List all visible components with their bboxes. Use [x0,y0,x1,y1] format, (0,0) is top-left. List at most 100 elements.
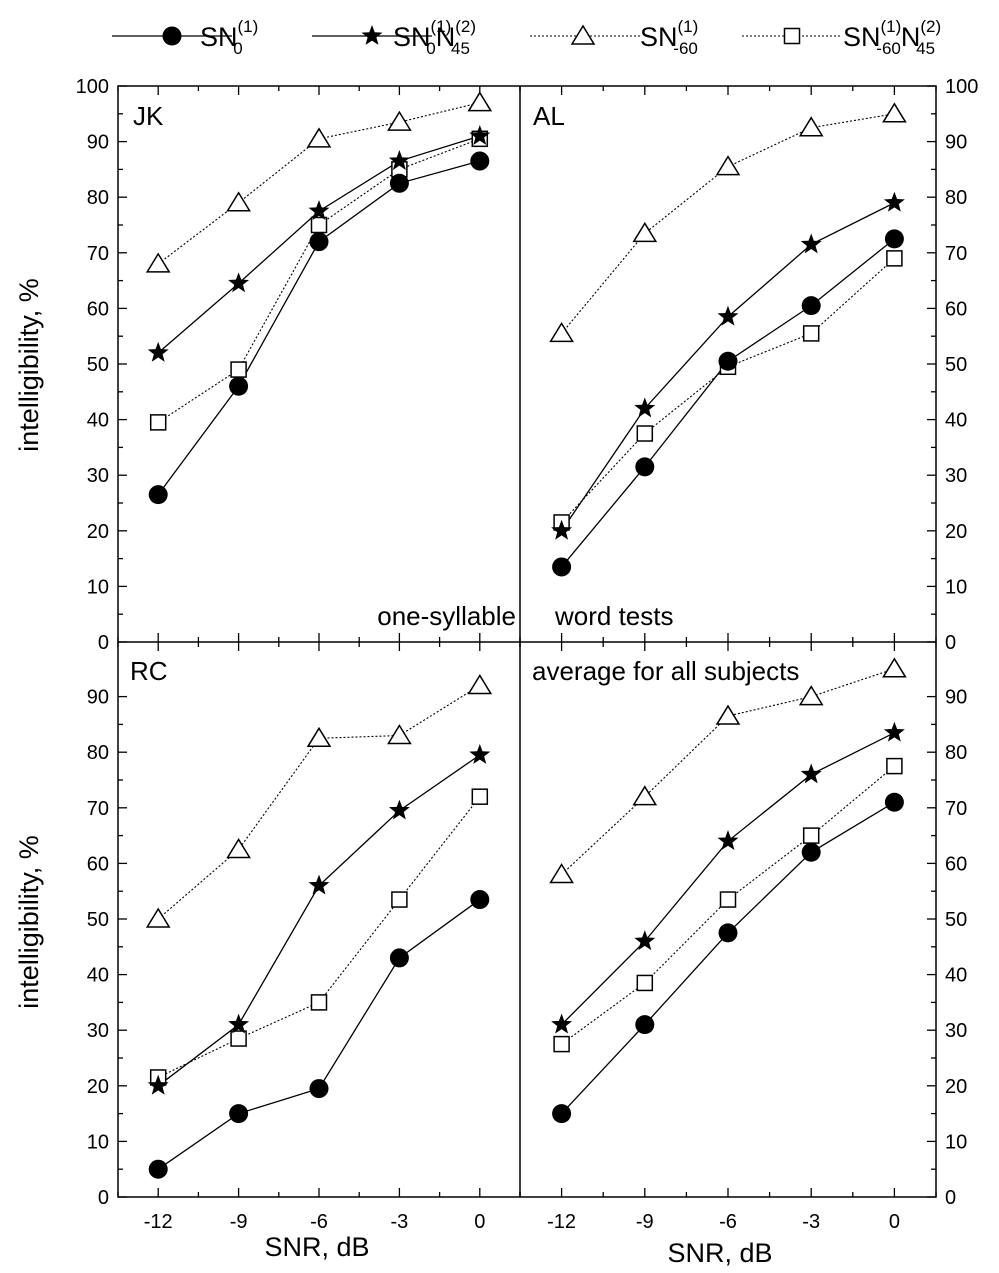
y-tick-label-right: 30 [945,465,967,487]
y-tick-label-right: 10 [945,1131,967,1153]
y-tick-label-left: 30 [87,465,109,487]
data-point-s4 [719,891,737,908]
panel-label-rc: RC [130,656,168,686]
data-point-s2 [883,721,905,742]
panel-rc [145,674,493,1179]
y-tick-label-left: 20 [87,1076,109,1098]
series-line-s1 [561,238,895,568]
data-point-s2 [551,1013,573,1034]
legend-label-part: SN [200,22,238,52]
legend-label-part: SN [393,22,431,52]
data-point-s2 [308,874,330,895]
data-point-s4 [636,974,654,992]
legend-label: SN(1) 0 [200,17,258,58]
y-tick-label-right: 80 [945,742,967,764]
legend-label-part: (1) [431,17,452,36]
data-point-s1 [884,792,904,812]
legend-marker [162,26,182,46]
labels-layer: JK AL RC average for all subjects one-sy… [14,101,799,1268]
series-line-s4 [157,796,481,1078]
data-point-s4 [636,425,654,442]
y-tick-label-right: 90 [945,132,967,154]
data-point-s3 [632,221,658,243]
axes: 0 0 10 10 20 20 30 30 40 40 50 50 60 60 70 70 80 80 90 90 10… [76,76,979,1233]
data-point-s2 [388,150,410,170]
y-tick-label-right: 70 [945,798,967,820]
panel-al [549,102,907,577]
data-point-s4 [391,891,408,908]
y-tick-label-left: 90 [87,132,109,154]
data-point-s3 [798,685,824,706]
y-axis-title-bottom: intelligibility, % [14,835,44,1009]
y-tick-label-left: 40 [87,965,109,987]
y-tick-label-right: 50 [945,354,967,376]
legend-marker [783,27,801,45]
legend-label-part: -60 [876,39,901,58]
legend-label: SN(1) -60 [640,17,698,58]
data-point-s1 [718,351,738,371]
data-point-s4 [553,1035,570,1053]
data-point-s3 [145,252,171,273]
data-point-s2 [469,125,491,145]
y-tick-label-right: 70 [945,243,967,265]
data-point-s2 [147,1074,169,1095]
data-point-s4 [149,414,167,431]
annotation-right: word tests [554,601,674,631]
y-tick-label-right: 20 [945,1076,967,1098]
data-point-s2 [717,305,739,326]
x-tick-label: -3 [802,1211,820,1233]
y-tick-label-left: 20 [87,521,109,543]
data-point-s2 [228,1013,250,1034]
y-tick-label-right: 0 [945,1187,956,1209]
data-point-s1 [718,923,738,943]
panel-label-jk: JK [133,101,164,131]
legend: SN(1) 0 SN(1) 0N(2) 45 SN(1) -60 SN(1) -60N(2) 45 [112,17,941,58]
legend-label-part: 0 [233,39,242,58]
data-point-s1 [148,1159,168,1179]
y-tick-label-left: 50 [87,354,109,376]
x-axis-title-left: SNR, dB [264,1232,369,1262]
data-point-s3 [715,704,741,725]
x-tick-label: -6 [719,1211,737,1233]
legend-label: SN(1) -60N(2) 45 [843,17,941,58]
series-line-s1 [157,899,481,1170]
y-tick-label-left: 70 [87,243,109,265]
x-tick-label: -3 [391,1211,409,1233]
y-tick-label-right: 30 [945,1020,967,1042]
y-axis-title-top: intelligibility, % [14,278,44,452]
legend-marker [361,25,383,45]
data-point-s3 [306,726,332,748]
data-point-s3 [226,838,251,859]
data-point-s3 [882,102,907,123]
annotation-left: one-syllable [377,601,516,631]
data-point-s3 [798,116,824,137]
data-point-s3 [306,127,332,148]
y-tick-label-right: 60 [945,298,967,320]
series-line-s3 [561,113,895,334]
panel-jk [145,91,493,505]
data-point-s2 [800,763,822,784]
data-point-s1 [635,1015,655,1035]
legend-marker [570,24,596,45]
panel-label-al: AL [533,101,565,131]
legend-label-part: N [901,22,921,52]
data-point-s2 [717,830,739,851]
panel-avg [549,657,907,1124]
y-tick-label-right: 10 [945,576,967,598]
data-point-s2 [634,930,656,951]
data-point-s4 [802,325,820,342]
legend-label-part: 0 [426,39,435,58]
data-point-s1 [389,173,409,193]
x-tick-label: -12 [144,1211,173,1233]
data-point-s4 [471,788,489,805]
y-tick-label-left: 40 [87,410,109,432]
legend-label-part: -60 [673,39,698,58]
series-layer [145,91,907,1179]
legend-item-s1: SN(1) 0 [112,17,258,58]
data-point-s2 [228,272,250,293]
data-point-s2 [883,191,905,212]
data-point-s3 [549,321,574,343]
y-tick-label-right: 0 [945,632,956,654]
legend-item-s3: SN(1) -60 [530,17,698,58]
data-point-s4 [802,827,820,844]
